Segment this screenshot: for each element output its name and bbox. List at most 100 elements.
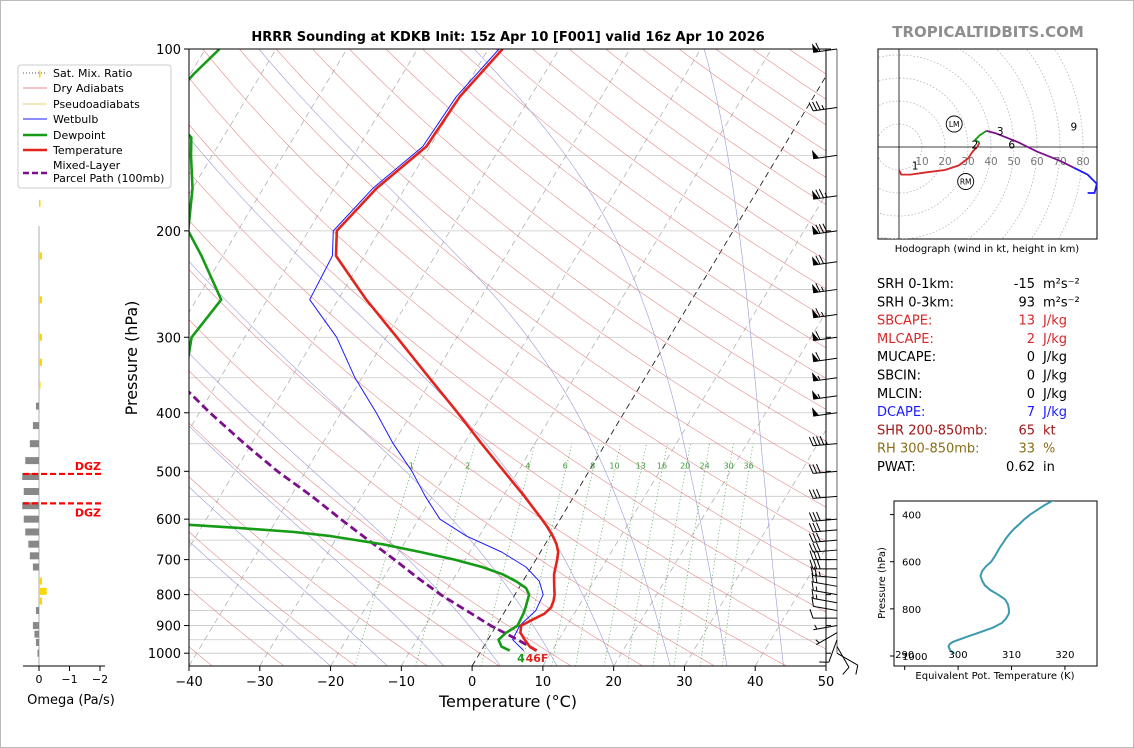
barb-full — [808, 436, 814, 446]
barb-full — [808, 512, 814, 522]
dry-adiabat — [239, 49, 826, 508]
barb-staff — [813, 581, 838, 587]
legend-parcel-path: Mixed-Layer — [53, 159, 121, 172]
barb-half — [821, 104, 825, 110]
param-value: 13 — [1018, 314, 1035, 329]
barb-full — [815, 573, 818, 583]
barb-full — [815, 283, 821, 293]
omega-bar — [39, 333, 43, 341]
barb-half — [815, 586, 818, 592]
param-label: SBCIN: — [877, 369, 921, 384]
x-tick-label: −10 — [388, 675, 415, 690]
barb-staff — [813, 518, 838, 522]
wind-barb — [836, 652, 859, 675]
barb-flag — [811, 190, 819, 200]
dry-adiabat — [189, 171, 826, 650]
param-label: SRH 0-3km: — [877, 295, 954, 310]
theta-e-plot — [947, 501, 1055, 655]
dry-adiabat — [189, 370, 572, 666]
omega-bar — [25, 457, 39, 465]
barb-full — [816, 542, 821, 552]
barb-half — [817, 375, 821, 381]
skewt-frame — [188, 48, 827, 667]
wind-barb — [811, 330, 838, 342]
wind-barb — [809, 609, 837, 619]
y-tick-label: 200 — [156, 225, 181, 240]
mixing-ratio-label: 13 — [636, 461, 646, 470]
legend-parcel-path-line2: Parcel Path (100mb) — [53, 172, 164, 185]
skewt-series — [189, 49, 560, 652]
hodograph-height-label: 9 — [1070, 121, 1077, 133]
barb-flag — [811, 372, 819, 382]
param-value: 2 — [1027, 332, 1035, 347]
param-value: 0 — [1027, 387, 1035, 402]
barb-flag — [811, 225, 819, 235]
moist-adiabat — [703, 49, 784, 666]
dgz-label: DGZ — [75, 506, 101, 519]
param-unit: % — [1043, 442, 1055, 457]
barb-staff — [813, 539, 838, 543]
y-tick-label: 800 — [156, 589, 181, 604]
wind-barb — [811, 581, 838, 596]
barb-half — [821, 311, 825, 317]
barb-full — [816, 488, 821, 498]
wind-barb — [808, 101, 838, 112]
dgz-label: DGZ — [75, 460, 101, 473]
barb-half — [814, 624, 818, 630]
barb-full — [812, 533, 818, 543]
x-tick-label: −40 — [175, 675, 202, 690]
omega-tick-label: −2 — [92, 673, 108, 686]
barb-full — [812, 542, 818, 553]
barb-staff — [813, 48, 838, 53]
barb-staff — [813, 575, 838, 579]
legend-temperature: Temperature — [52, 144, 123, 157]
wind-barb — [811, 372, 838, 382]
wind-barb — [811, 589, 838, 604]
dry-adiabat — [312, 49, 826, 442]
hodograph-title: Hodograph (wind in kt, height in km) — [895, 244, 1080, 255]
barb-full — [808, 543, 814, 553]
barb-full — [816, 559, 821, 569]
legend: Sat. Mix. Ratio Dry Adiabats Pseudoadiab… — [17, 64, 172, 189]
barb-staff — [828, 639, 838, 663]
barb-full — [808, 464, 814, 474]
wind-barb — [808, 542, 838, 553]
barb-full — [816, 436, 821, 446]
barb-full — [813, 559, 818, 569]
wind-barb — [808, 532, 838, 543]
barb-staff — [813, 230, 838, 235]
wind-barb — [811, 390, 838, 400]
barb-staff — [815, 632, 838, 646]
moist-adiabat — [473, 49, 728, 666]
barb-full — [812, 512, 818, 522]
theta-e-ytick-label: 1000 — [902, 652, 927, 663]
chart-title: HRRR Sounding at KDKB Init: 15z Apr 10 [… — [251, 30, 764, 45]
param-value: -15 — [1014, 277, 1035, 292]
theta-e-xlabel: Equivalent Pot. Temperature (K) — [915, 671, 1074, 682]
dry-adiabat — [349, 49, 826, 410]
dry-adiabat — [189, 476, 428, 666]
theta-e-ytick-label: 800 — [902, 605, 921, 616]
dry-adiabat — [422, 49, 826, 349]
dry-adiabat — [458, 49, 826, 319]
omega-bar — [35, 638, 39, 646]
wind-barbs — [808, 42, 859, 675]
omega-bar — [34, 630, 39, 638]
wind-barb — [809, 559, 837, 570]
param-unit: m²s⁻² — [1043, 295, 1080, 310]
omega-bar — [29, 552, 39, 560]
barb-full — [811, 589, 814, 599]
hodograph-trace — [986, 130, 1075, 169]
moist-adiabat — [189, 425, 445, 666]
barb-full — [809, 559, 814, 569]
param-value: 65 — [1018, 423, 1035, 438]
dry-adiabat — [189, 219, 787, 666]
param-label: DCAPE: — [877, 405, 925, 420]
param-label: MLCIN: — [877, 387, 922, 402]
wind-barb — [811, 189, 838, 200]
omega-bar — [39, 381, 41, 389]
barb-full — [811, 572, 814, 583]
y-axis-label: Pressure (hPa) — [122, 301, 141, 416]
